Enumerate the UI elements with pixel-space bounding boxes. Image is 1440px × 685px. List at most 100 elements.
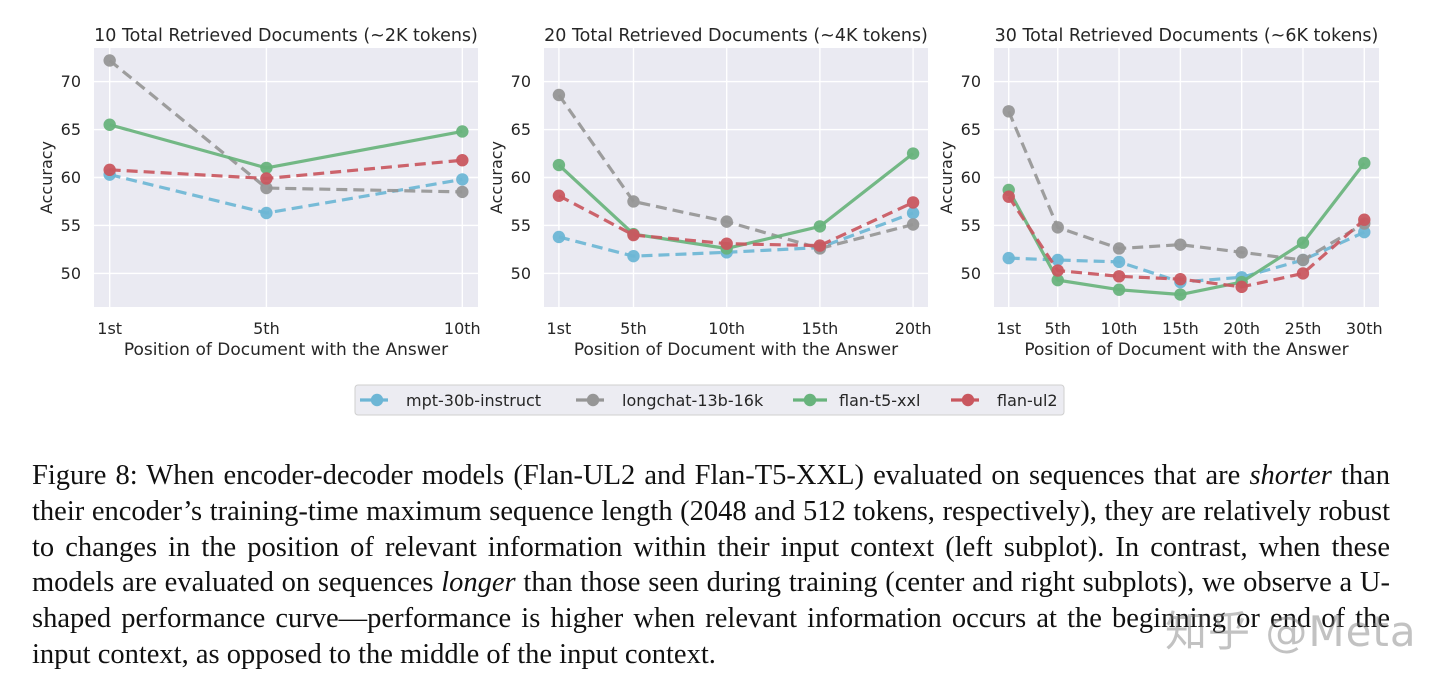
data-point — [260, 181, 273, 195]
data-point — [813, 220, 827, 233]
y-tick-label: 60 — [61, 168, 81, 187]
y-tick-label: 60 — [961, 168, 981, 187]
caption-text-3: than those seen during training (center … — [32, 567, 1390, 670]
data-point — [1235, 246, 1248, 259]
x-tick-label: 10th — [708, 319, 745, 338]
y-tick-label: 70 — [61, 72, 81, 91]
data-point — [1174, 238, 1187, 251]
data-point — [1235, 280, 1248, 294]
series-longchat-13b-16k — [1002, 105, 1371, 267]
x-tick-label: 10th — [1101, 319, 1138, 338]
x-tick-label: 5th — [620, 319, 647, 338]
y-tick-label: 70 — [961, 72, 981, 91]
x-tick-label: 5th — [253, 319, 280, 338]
data-point — [456, 125, 469, 138]
legend-item-flan-t5-xxl: flan-t5-xxl — [793, 391, 920, 410]
data-point — [906, 218, 920, 231]
caption-emphasis-longer: longer — [441, 567, 516, 599]
data-point — [1112, 255, 1126, 269]
data-point — [1051, 264, 1064, 277]
data-point — [1051, 273, 1064, 287]
series-line — [108, 59, 463, 194]
data-point — [103, 54, 116, 67]
legend-label: flan-ul2 — [997, 391, 1058, 410]
data-point — [1002, 105, 1015, 118]
y-tick-label: 50 — [961, 264, 981, 283]
chart-title: 30 Total Retrieved Documents (~6K tokens… — [995, 26, 1379, 46]
x-tick-label: 15th — [1162, 319, 1199, 338]
data-point — [260, 161, 273, 175]
data-point — [103, 163, 116, 177]
y-tick-label: 50 — [61, 264, 81, 283]
data-point — [1112, 242, 1126, 255]
x-axis-label: Position of Document with the Answer — [574, 340, 898, 360]
data-point — [1296, 267, 1310, 280]
data-point — [552, 88, 566, 102]
legend-label: flan-t5-xxl — [839, 391, 920, 410]
caption-text-1: Figure 8: When encoder-decoder models (F… — [32, 460, 1250, 491]
data-point — [1296, 253, 1310, 267]
y-axis-label: Accuracy — [937, 141, 956, 214]
y-tick-label: 50 — [511, 264, 531, 283]
y-tick-label: 55 — [61, 216, 81, 235]
legend-marker — [961, 393, 975, 407]
data-point — [456, 173, 469, 186]
y-tick-label: 60 — [511, 168, 531, 187]
y-tick-label: 65 — [511, 120, 531, 139]
x-tick-label: 1st — [547, 319, 572, 338]
data-point — [552, 189, 566, 202]
y-axis-label: Accuracy — [37, 141, 56, 214]
data-point — [260, 172, 273, 185]
x-tick-label: 5th — [1044, 319, 1071, 338]
data-point — [1002, 251, 1015, 265]
chart-title: 20 Total Retrieved Documents (~4K tokens… — [544, 26, 928, 46]
legend-frame — [354, 384, 1065, 416]
data-point — [627, 195, 640, 208]
data-point — [456, 154, 469, 167]
series-flan-ul2 — [103, 154, 469, 185]
y-axis-label: Accuracy — [487, 141, 506, 214]
x-axis-label: Position of Document with the Answer — [124, 340, 448, 360]
data-point — [720, 237, 733, 250]
data-point — [1358, 225, 1371, 239]
chart-panel-2: 1st 5th 10th 15th 20th 50 55 60 65 70 20 Total Ret… — [487, 26, 931, 360]
chart-panel-3: 1st 5th 10th 15th 20th 25th 30th 50 55 60 65 70 30 T… — [937, 26, 1383, 360]
chart-title: 10 Total Retrieved Documents (~2K tokens… — [94, 26, 478, 46]
series-longchat-13b-16k — [103, 54, 469, 199]
data-point — [720, 215, 733, 228]
data-point — [552, 230, 566, 244]
legend-label: longchat-13b-16k — [622, 391, 764, 410]
series-flan-ul2 — [552, 189, 920, 252]
x-tick-label: 20th — [895, 319, 932, 338]
data-point — [1296, 236, 1310, 249]
legend-item-longchat-13b-16k: longchat-13b-16k — [576, 391, 764, 410]
x-axis-label: Position of Document with the Answer — [1024, 340, 1348, 360]
y-tick-label: 70 — [511, 72, 531, 91]
x-tick-label: 1st — [97, 319, 122, 338]
y-tick-label: 55 — [511, 216, 531, 235]
data-point — [103, 118, 116, 131]
x-tick-label: 15th — [801, 319, 838, 338]
data-point — [1112, 270, 1126, 283]
data-point — [627, 249, 640, 263]
data-point — [1358, 156, 1371, 170]
x-tick-label: 1st — [996, 319, 1021, 338]
series-flan-t5-xxl — [103, 118, 469, 175]
legend-marker — [803, 393, 817, 407]
x-tick-label: 25th — [1285, 319, 1322, 338]
caption-text-2: than their encoder’s training-time maxim… — [32, 460, 1390, 599]
legend: mpt-30b-instruct longchat-13b-16k flan-t5-… — [354, 384, 1065, 416]
data-point — [813, 239, 827, 252]
figure-caption: Figure 8: When encoder-decoder models (F… — [32, 458, 1390, 673]
legend-label: mpt-30b-instruct — [406, 391, 541, 410]
figure-8-charts: 1st 5th 10th 50 55 60 65 70 10 Total Retrieved D… — [37, 26, 1383, 416]
data-point — [1358, 213, 1371, 226]
legend-marker — [586, 393, 600, 407]
y-tick-label: 55 — [961, 216, 981, 235]
data-point — [906, 196, 920, 209]
data-point — [1051, 253, 1064, 267]
data-point — [456, 185, 469, 199]
x-tick-label: 30th — [1346, 319, 1383, 338]
data-point — [1002, 190, 1015, 203]
data-point — [552, 158, 566, 172]
